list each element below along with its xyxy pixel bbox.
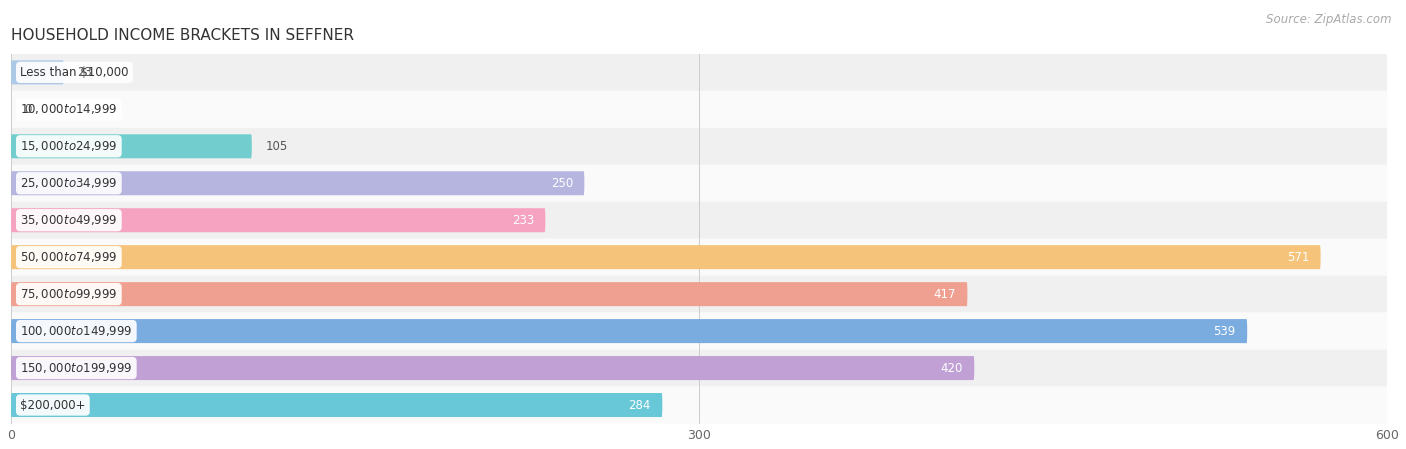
FancyBboxPatch shape bbox=[11, 356, 974, 380]
FancyBboxPatch shape bbox=[11, 387, 1388, 423]
Text: 417: 417 bbox=[934, 288, 956, 301]
Text: Source: ZipAtlas.com: Source: ZipAtlas.com bbox=[1267, 13, 1392, 26]
FancyBboxPatch shape bbox=[11, 239, 1388, 276]
FancyBboxPatch shape bbox=[11, 171, 585, 195]
FancyBboxPatch shape bbox=[11, 60, 63, 84]
FancyBboxPatch shape bbox=[11, 276, 1388, 313]
Text: 420: 420 bbox=[941, 361, 963, 374]
FancyBboxPatch shape bbox=[11, 319, 1247, 343]
FancyBboxPatch shape bbox=[11, 282, 967, 306]
Text: HOUSEHOLD INCOME BRACKETS IN SEFFNER: HOUSEHOLD INCOME BRACKETS IN SEFFNER bbox=[11, 28, 354, 43]
Text: 0: 0 bbox=[25, 103, 32, 116]
FancyBboxPatch shape bbox=[11, 128, 1388, 165]
FancyBboxPatch shape bbox=[11, 350, 1388, 387]
Text: 105: 105 bbox=[266, 140, 288, 153]
FancyBboxPatch shape bbox=[11, 54, 1388, 91]
Text: 233: 233 bbox=[512, 214, 534, 227]
FancyBboxPatch shape bbox=[11, 393, 662, 417]
FancyBboxPatch shape bbox=[11, 208, 546, 232]
Text: $200,000+: $200,000+ bbox=[20, 399, 86, 412]
FancyBboxPatch shape bbox=[11, 245, 1320, 269]
Text: 23: 23 bbox=[77, 66, 93, 79]
Text: $35,000 to $49,999: $35,000 to $49,999 bbox=[20, 213, 118, 227]
Text: 539: 539 bbox=[1213, 325, 1236, 338]
FancyBboxPatch shape bbox=[11, 91, 1388, 128]
Text: 284: 284 bbox=[628, 399, 651, 412]
FancyBboxPatch shape bbox=[11, 313, 1388, 350]
FancyBboxPatch shape bbox=[11, 165, 1388, 202]
Text: $10,000 to $14,999: $10,000 to $14,999 bbox=[20, 102, 118, 116]
Text: $150,000 to $199,999: $150,000 to $199,999 bbox=[20, 361, 132, 375]
Text: 250: 250 bbox=[551, 177, 572, 190]
Text: $100,000 to $149,999: $100,000 to $149,999 bbox=[20, 324, 132, 338]
Text: Less than $10,000: Less than $10,000 bbox=[20, 66, 128, 79]
FancyBboxPatch shape bbox=[11, 202, 1388, 239]
Text: $15,000 to $24,999: $15,000 to $24,999 bbox=[20, 139, 118, 153]
Text: 571: 571 bbox=[1286, 251, 1309, 264]
Text: $25,000 to $34,999: $25,000 to $34,999 bbox=[20, 176, 118, 190]
FancyBboxPatch shape bbox=[11, 134, 252, 158]
Text: $75,000 to $99,999: $75,000 to $99,999 bbox=[20, 287, 118, 301]
Text: $50,000 to $74,999: $50,000 to $74,999 bbox=[20, 250, 118, 264]
